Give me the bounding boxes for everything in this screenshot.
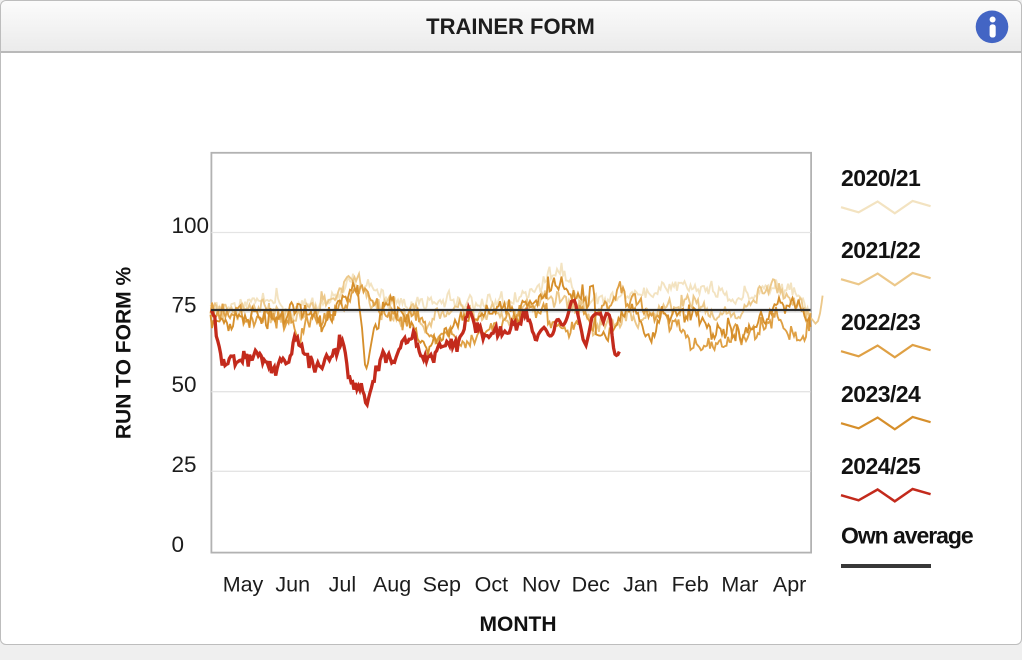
svg-text:100: 100	[172, 213, 210, 238]
svg-text:Own average: Own average	[841, 522, 973, 548]
svg-text:Aug: Aug	[373, 573, 411, 597]
svg-text:2024/25: 2024/25	[841, 453, 921, 479]
svg-text:2021/22: 2021/22	[841, 237, 920, 263]
svg-text:MONTH: MONTH	[480, 613, 557, 636]
svg-text:0: 0	[172, 532, 185, 557]
svg-text:75: 75	[172, 293, 197, 318]
svg-text:Nov: Nov	[522, 573, 560, 597]
svg-text:RUN TO FORM %: RUN TO FORM %	[113, 267, 136, 440]
svg-text:Dec: Dec	[572, 573, 610, 597]
svg-text:Apr: Apr	[773, 573, 806, 597]
svg-text:50: 50	[172, 372, 197, 397]
svg-text:May: May	[223, 573, 264, 597]
svg-text:2020/21: 2020/21	[841, 165, 921, 191]
svg-text:Jun: Jun	[275, 573, 310, 597]
svg-text:Jul: Jul	[329, 573, 356, 597]
svg-text:Jan: Jan	[623, 573, 658, 597]
svg-text:Mar: Mar	[721, 573, 758, 597]
svg-text:Oct: Oct	[475, 573, 508, 597]
svg-text:25: 25	[172, 452, 197, 477]
svg-text:Sep: Sep	[423, 573, 461, 597]
svg-text:2023/24: 2023/24	[841, 381, 921, 407]
svg-text:TRAINER FORM: TRAINER FORM	[426, 14, 595, 39]
svg-text:Feb: Feb	[672, 573, 709, 597]
svg-text:2022/23: 2022/23	[841, 309, 920, 335]
